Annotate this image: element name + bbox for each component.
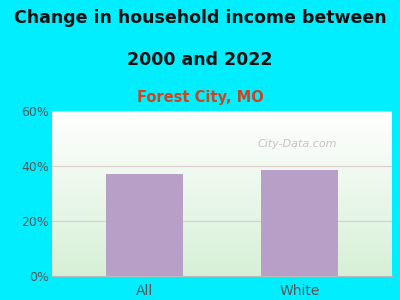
Text: City-Data.com: City-Data.com [257, 139, 336, 149]
Bar [106, 174, 183, 276]
Text: Forest City, MO: Forest City, MO [137, 90, 263, 105]
Text: 2000 and 2022: 2000 and 2022 [127, 51, 273, 69]
Bar [261, 170, 338, 276]
Text: Change in household income between: Change in household income between [14, 9, 386, 27]
